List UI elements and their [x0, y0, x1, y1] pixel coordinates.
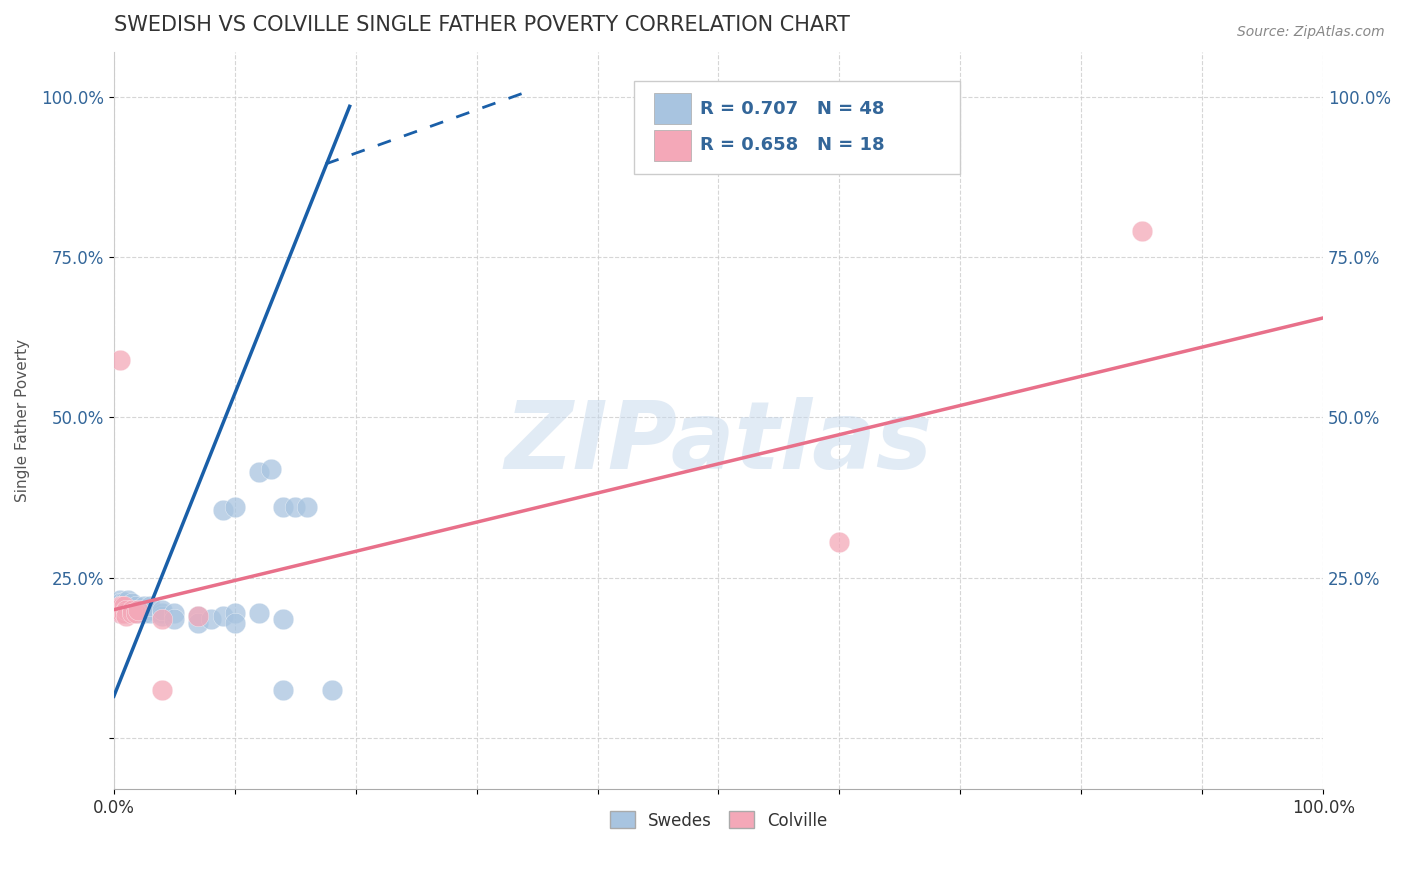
Point [224, 615, 246, 630]
Point [108, 596, 131, 610]
Text: SWEDISH VS COLVILLE SINGLE FATHER POVERTY CORRELATION CHART: SWEDISH VS COLVILLE SINGLE FATHER POVERT… [114, 15, 849, 35]
Point [224, 606, 246, 620]
Point [132, 599, 155, 614]
Point [139, 606, 162, 620]
Point [127, 606, 149, 620]
Text: R = 0.658   N = 18: R = 0.658 N = 18 [700, 136, 884, 154]
Text: R = 0.707   N = 48: R = 0.707 N = 48 [700, 100, 884, 118]
Point [150, 682, 173, 697]
Point [112, 603, 135, 617]
Point [132, 603, 155, 617]
Point [111, 606, 134, 620]
Y-axis label: Single Father Poverty: Single Father Poverty [15, 339, 30, 502]
Point [127, 603, 149, 617]
Point [187, 609, 209, 624]
Point [111, 604, 134, 618]
Point [224, 500, 246, 514]
Point [828, 535, 851, 549]
Point [108, 352, 131, 367]
Point [115, 603, 138, 617]
Point [112, 606, 135, 620]
Point [124, 606, 146, 620]
Point [115, 609, 138, 624]
Point [200, 612, 222, 626]
Point [211, 609, 233, 624]
Point [111, 599, 134, 614]
Point [111, 601, 134, 615]
Text: ZIPatlas: ZIPatlas [505, 397, 932, 489]
Point [117, 604, 139, 618]
FancyBboxPatch shape [654, 130, 690, 161]
Point [271, 682, 294, 697]
Point [108, 606, 131, 620]
Point [271, 500, 294, 514]
Point [271, 612, 294, 626]
Point [121, 606, 143, 620]
Point [1130, 224, 1153, 238]
Point [121, 603, 143, 617]
Point [132, 606, 155, 620]
Point [115, 603, 138, 617]
Point [112, 595, 135, 609]
Point [108, 593, 131, 607]
Point [247, 606, 270, 620]
Point [150, 606, 173, 620]
Point [260, 461, 283, 475]
Legend: Swedes, Colville: Swedes, Colville [603, 805, 834, 836]
Point [187, 615, 209, 630]
Point [284, 500, 307, 514]
Point [108, 599, 131, 614]
Point [187, 609, 209, 624]
Point [163, 606, 186, 620]
Point [115, 599, 138, 614]
Point [108, 599, 131, 614]
Point [121, 603, 143, 617]
Point [112, 599, 135, 614]
FancyBboxPatch shape [634, 81, 960, 174]
Point [150, 609, 173, 624]
Point [115, 606, 138, 620]
Point [139, 599, 162, 614]
Point [124, 599, 146, 614]
Point [211, 503, 233, 517]
Point [247, 465, 270, 479]
Point [121, 596, 143, 610]
Text: Source: ZipAtlas.com: Source: ZipAtlas.com [1237, 25, 1385, 39]
Point [127, 603, 149, 617]
Point [139, 603, 162, 617]
Point [163, 612, 186, 626]
Point [297, 500, 319, 514]
Point [321, 682, 343, 697]
Point [108, 603, 131, 617]
FancyBboxPatch shape [654, 93, 690, 124]
Point [117, 593, 139, 607]
Point [150, 612, 173, 626]
Point [108, 606, 131, 620]
Point [150, 603, 173, 617]
Point [111, 598, 134, 612]
